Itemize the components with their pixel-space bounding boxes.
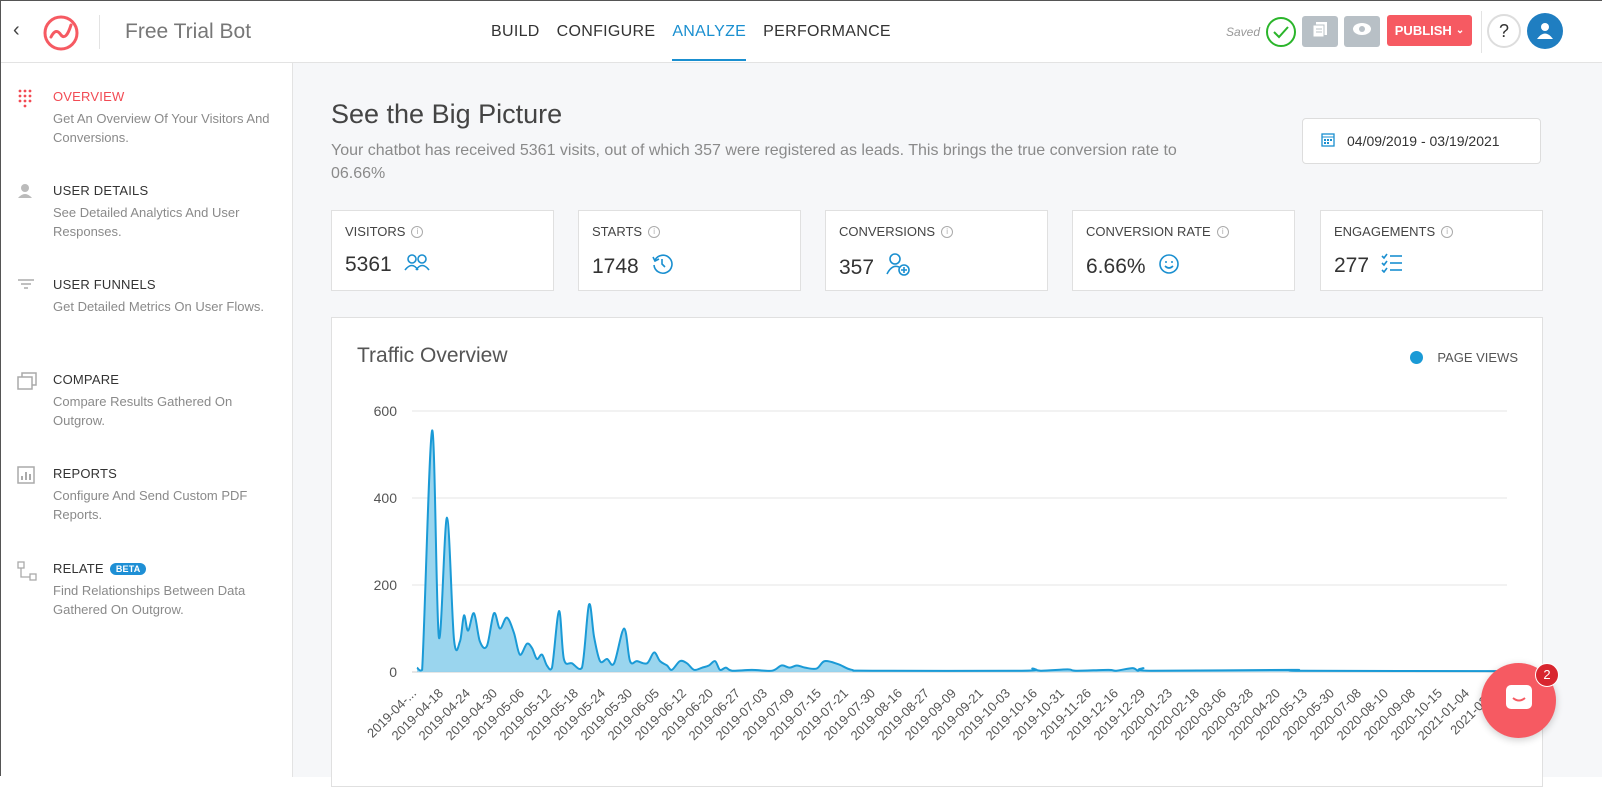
tab-analyze[interactable]: ANALYZE [672, 1, 747, 61]
legend-dot [1410, 351, 1424, 364]
outgrow-logo-icon[interactable] [41, 13, 81, 58]
page-views-line [416, 429, 1508, 673]
check-circle-icon [1265, 16, 1297, 53]
page-title: See the Big Picture [331, 99, 563, 129]
grid-dots-icon [17, 89, 39, 109]
y-tick-label: 400 [374, 490, 398, 506]
stat-card-starts: STARTS i 1748 [578, 210, 801, 291]
stat-label: CONVERSIONS [839, 224, 936, 239]
windows-icon [17, 372, 39, 392]
sidebar: OVERVIEW Get An Overview Of Your Visitor… [1, 63, 293, 777]
publish-button[interactable]: PUBLISH ⌄ [1387, 15, 1472, 46]
info-icon[interactable]: i [648, 225, 661, 238]
sidebar-item-desc: Configure And Send Custom PDF Reports. [53, 488, 248, 522]
stat-label: STARTS [592, 224, 643, 239]
divider [1481, 11, 1482, 53]
chart-legend[interactable]: PAGE VIEWS [1410, 350, 1518, 365]
pages-button[interactable] [1302, 16, 1338, 47]
users-icon [404, 253, 430, 277]
stat-label: ENGAGEMENTS [1334, 224, 1436, 239]
stat-card-conversion-rate: CONVERSION RATE i 6.66% [1072, 210, 1295, 291]
page-views-area [417, 430, 1508, 672]
user-plus-icon [886, 253, 912, 283]
top-header: ‹ Free Trial Bot BUILD CONFIGURE ANALYZE… [1, 1, 1602, 63]
beta-badge: BETA [109, 563, 147, 575]
chart-title: Traffic Overview [357, 344, 508, 367]
sidebar-item-desc: Get Detailed Metrics On User Flows. [53, 299, 264, 314]
preview-button[interactable] [1344, 16, 1380, 47]
y-tick-label: 0 [389, 664, 397, 680]
chart-svg: 02004006002019-04-...2019-04-182019-04-2… [364, 403, 1508, 743]
stat-value: 1748 [592, 255, 639, 278]
sidebar-item-label: COMPARE [53, 372, 120, 387]
traffic-overview-chart: Traffic Overview PAGE VIEWS 0 200 400 600 20… [331, 317, 1543, 787]
stat-value: 6.66% [1086, 255, 1146, 278]
filter-icon [17, 277, 39, 297]
stat-label: CONVERSION RATE [1086, 224, 1211, 239]
page-subtitle: Your chatbot has received 5361 visits, o… [331, 142, 1177, 182]
bot-title: Free Trial Bot [125, 20, 252, 43]
sidebar-item-label: USER FUNNELS [53, 277, 156, 292]
sidebar-item-desc: Find Relationships Between Data Gathered… [53, 583, 246, 617]
info-icon[interactable]: i [411, 225, 424, 238]
eye-icon [1352, 22, 1372, 41]
sidebar-item-label: RELATE BETA [53, 561, 147, 576]
help-button[interactable]: ? [1487, 14, 1521, 48]
divider [99, 15, 100, 49]
stat-value: 357 [839, 256, 875, 279]
back-arrow-icon[interactable]: ‹ [13, 19, 20, 41]
history-icon [651, 253, 673, 281]
copy-icon [1311, 20, 1329, 43]
main-content: See the Big Picture Your chatbot has rec… [293, 63, 1602, 787]
info-icon[interactable]: i [1441, 225, 1454, 238]
stat-card-engagements: ENGAGEMENTS i 277 [1320, 210, 1543, 291]
stat-value: 277 [1334, 254, 1370, 277]
tab-performance[interactable]: PERFORMANCE [763, 23, 891, 40]
publish-label: PUBLISH [1394, 23, 1452, 38]
sidebar-item-label: OVERVIEW [53, 89, 125, 104]
chat-launcher-button[interactable] [1481, 663, 1556, 738]
sidebar-item-desc: Compare Results Gathered On Outgrow. [53, 394, 233, 428]
chat-icon [1504, 683, 1534, 718]
calendar-icon [1321, 132, 1335, 150]
avatar[interactable] [1527, 13, 1563, 49]
y-tick-label: 200 [374, 577, 398, 593]
main-nav: BUILD CONFIGURE ANALYZE PERFORMANCE [491, 1, 891, 61]
stat-card-visitors: VISITORS i 5361 [331, 210, 554, 291]
date-range-picker[interactable]: 04/09/2019 - 03/19/2021 [1302, 118, 1541, 164]
sidebar-item-desc: See Detailed Analytics And User Response… [53, 205, 240, 239]
saved-status: Saved [1226, 25, 1261, 39]
tab-configure[interactable]: CONFIGURE [556, 23, 656, 40]
stat-label: VISITORS [345, 224, 406, 239]
chevron-down-icon: ⌄ [1455, 25, 1465, 36]
sidebar-item-desc: Get An Overview Of Your Visitors And Con… [53, 111, 270, 145]
stat-value: 5361 [345, 253, 392, 276]
relate-label: RELATE [53, 561, 104, 576]
smile-icon [1158, 253, 1180, 281]
legend-label: PAGE VIEWS [1437, 350, 1518, 365]
stat-card-conversions: CONVERSIONS i 357 [825, 210, 1048, 291]
report-icon [17, 466, 39, 486]
user-icon [17, 183, 39, 203]
info-icon[interactable]: i [941, 225, 954, 238]
chat-unread-badge: 2 [1535, 663, 1559, 687]
sidebar-item-label: REPORTS [53, 466, 118, 481]
tab-build[interactable]: BUILD [491, 23, 540, 40]
info-icon[interactable]: i [1216, 225, 1229, 238]
user-icon [1537, 23, 1553, 39]
date-range-value: 04/09/2019 - 03/19/2021 [1347, 133, 1500, 149]
y-tick-label: 600 [374, 403, 398, 419]
sidebar-item-label: USER DETAILS [53, 183, 149, 198]
checklist-icon [1381, 253, 1403, 279]
relate-icon [17, 561, 39, 581]
